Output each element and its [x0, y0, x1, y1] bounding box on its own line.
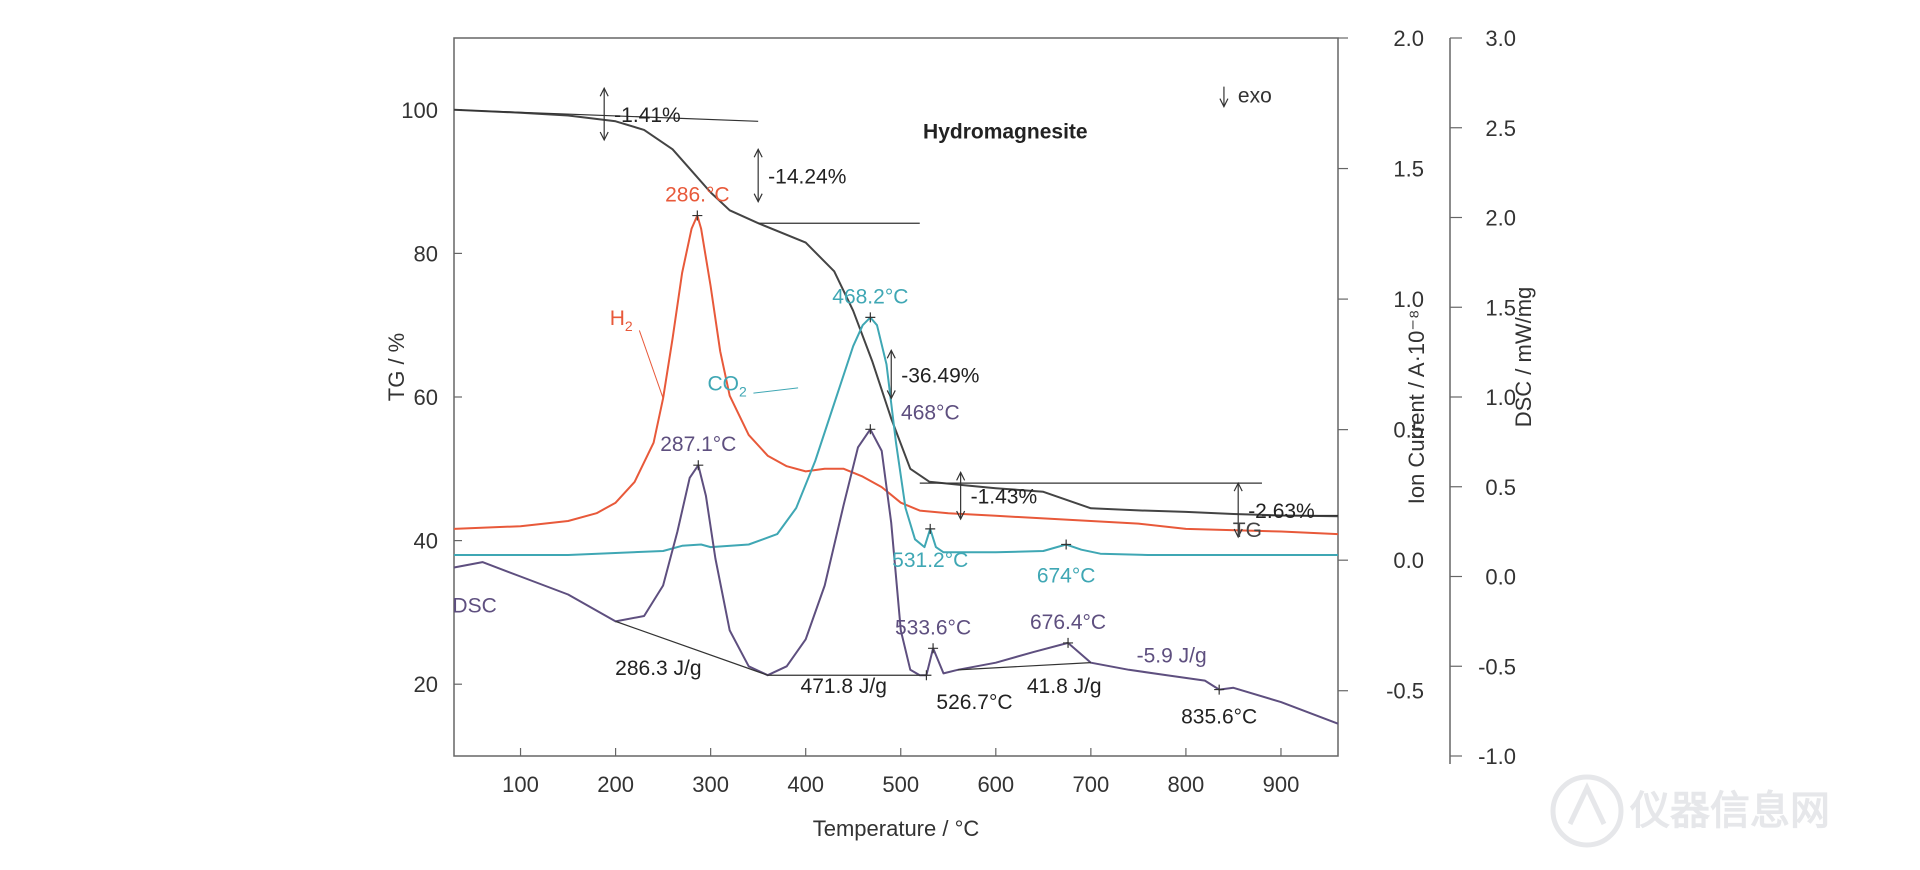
arrow-head-down — [956, 510, 966, 521]
peak-marker — [925, 523, 936, 534]
ion-axis-title: Ion Current / A·10⁻⁸ — [1404, 310, 1429, 505]
arrow-head-up — [753, 147, 763, 158]
dsc-tick-label: 0.5 — [1485, 475, 1516, 500]
dsc-line — [453, 428, 1339, 725]
peak-marker — [921, 670, 932, 681]
peak-label: 468°C — [901, 401, 960, 424]
x-tick-label: 500 — [882, 772, 919, 797]
dsc-axis-title: DSC / mW/mg — [1511, 287, 1536, 428]
peak-label: 533.6°C — [895, 616, 971, 639]
arrow-head-down — [753, 193, 763, 204]
h2o-label: H2 — [610, 307, 633, 334]
x-tick-label: 200 — [597, 772, 634, 797]
peak-marker — [693, 460, 704, 471]
peak-marker — [1061, 539, 1072, 550]
arrow-head-down — [1233, 528, 1243, 539]
x-tick-label: 700 — [1073, 772, 1110, 797]
dsc-tick-label: -1.0 — [1478, 744, 1516, 769]
ion-tick-label: 2.0 — [1393, 26, 1424, 51]
peak-label: 674°C — [1037, 565, 1096, 588]
enthalpy-label: -5.9 J/g — [1137, 645, 1207, 668]
peak-label: 676.4°C — [1030, 611, 1106, 634]
x-tick-label: 600 — [977, 772, 1014, 797]
arrow-head-down — [599, 131, 609, 142]
peak-label: 835.6°C — [1181, 706, 1257, 729]
arrow-head-up — [886, 348, 896, 359]
tg-tick-label: 100 — [401, 98, 438, 123]
arrow-head-up — [1233, 481, 1243, 492]
arrow-head-up — [599, 86, 609, 97]
x-axis-title: Temperature / °C — [813, 816, 980, 841]
dsc-tick-label: -0.5 — [1478, 654, 1516, 679]
x-tick-label: 900 — [1263, 772, 1300, 797]
dsc-tick-label: 2.5 — [1485, 116, 1516, 141]
h2o-leader-line — [638, 330, 664, 399]
mass-step-label: -14.24% — [768, 165, 846, 188]
tg-line — [453, 108, 1339, 518]
ion-tick-label: 1.0 — [1393, 287, 1424, 312]
mass-step-label: -1.43% — [971, 486, 1038, 509]
watermark-text: 仪器信息网 — [1629, 788, 1830, 834]
co2-line — [454, 316, 1338, 556]
arrow-head-up — [956, 471, 966, 481]
ion-tick-label: 1.5 — [1393, 157, 1424, 182]
dsc-tick-label: 2.0 — [1485, 206, 1516, 231]
enthalpy-label: 471.8 J/g — [801, 675, 887, 698]
ion-tick-label: 0.5 — [1393, 418, 1424, 443]
mass-step-label: -36.49% — [901, 364, 979, 387]
enthalpy-label: 41.8 J/g — [1027, 675, 1102, 698]
chart-title: Hydromagnesite — [923, 121, 1088, 144]
mass-step-label: -1.41% — [614, 104, 681, 127]
ion-tick-label: -0.5 — [1386, 679, 1424, 704]
exo-arrow-head — [1219, 98, 1229, 108]
h2o-line — [453, 214, 1339, 536]
ion-tick-label: 0.0 — [1393, 548, 1424, 573]
tg-axis-title: TG / % — [384, 333, 409, 401]
annotations: -1.41% -14.24% -36.49% -1.43% -2.63% Hydromag… — [452, 85, 1314, 729]
peak-marker — [865, 312, 876, 323]
dsc-label: DSC — [452, 594, 496, 617]
dsc-baseline — [957, 662, 1091, 671]
dsc-tick-label: 1.5 — [1485, 295, 1516, 320]
peak-marker — [692, 210, 703, 221]
peak-marker — [928, 643, 939, 654]
x-tick-label: 800 — [1168, 772, 1205, 797]
x-tick-label: 400 — [787, 772, 824, 797]
tg-tick-label: 40 — [414, 529, 438, 554]
peak-label: 286.°C — [665, 184, 729, 207]
co2-label: CO2 — [707, 372, 747, 399]
tg-tick-label: 20 — [414, 672, 438, 697]
tg-tick-label: 60 — [414, 385, 438, 410]
x-tick-label: 300 — [692, 772, 729, 797]
peak-label: 287.1°C — [660, 433, 736, 456]
peak-marker — [1063, 637, 1074, 648]
x-tick-label: 100 — [502, 772, 539, 797]
peak-marker — [865, 424, 876, 435]
arrow-head-down — [886, 390, 896, 400]
axes: 100 200 300 400 500 600 700 800 900 Temperature /… — [384, 26, 1536, 841]
peak-marker — [1214, 684, 1225, 695]
dsc-tick-label: 0.0 — [1485, 565, 1516, 590]
peak-label: 531.2°C — [892, 549, 968, 572]
watermark-logo: 仪器信息网 — [1550, 774, 1830, 848]
peak-label: 526.7°C — [936, 691, 1012, 714]
tg-label: TG — [1233, 519, 1262, 542]
dsc-tick-label: 3.0 — [1485, 26, 1516, 51]
peak-label: 468.2°C — [832, 285, 908, 308]
exo-label: exo — [1238, 85, 1272, 108]
dsc-baseline — [615, 620, 768, 676]
tg-tick-label: 80 — [414, 241, 438, 266]
tg-plateau-line — [453, 109, 759, 122]
co2-leader-line — [753, 387, 799, 394]
dsc-tick-label: 1.0 — [1485, 385, 1516, 410]
enthalpy-label: 286.3 J/g — [615, 657, 701, 680]
mass-step-label: -2.63% — [1248, 500, 1315, 523]
